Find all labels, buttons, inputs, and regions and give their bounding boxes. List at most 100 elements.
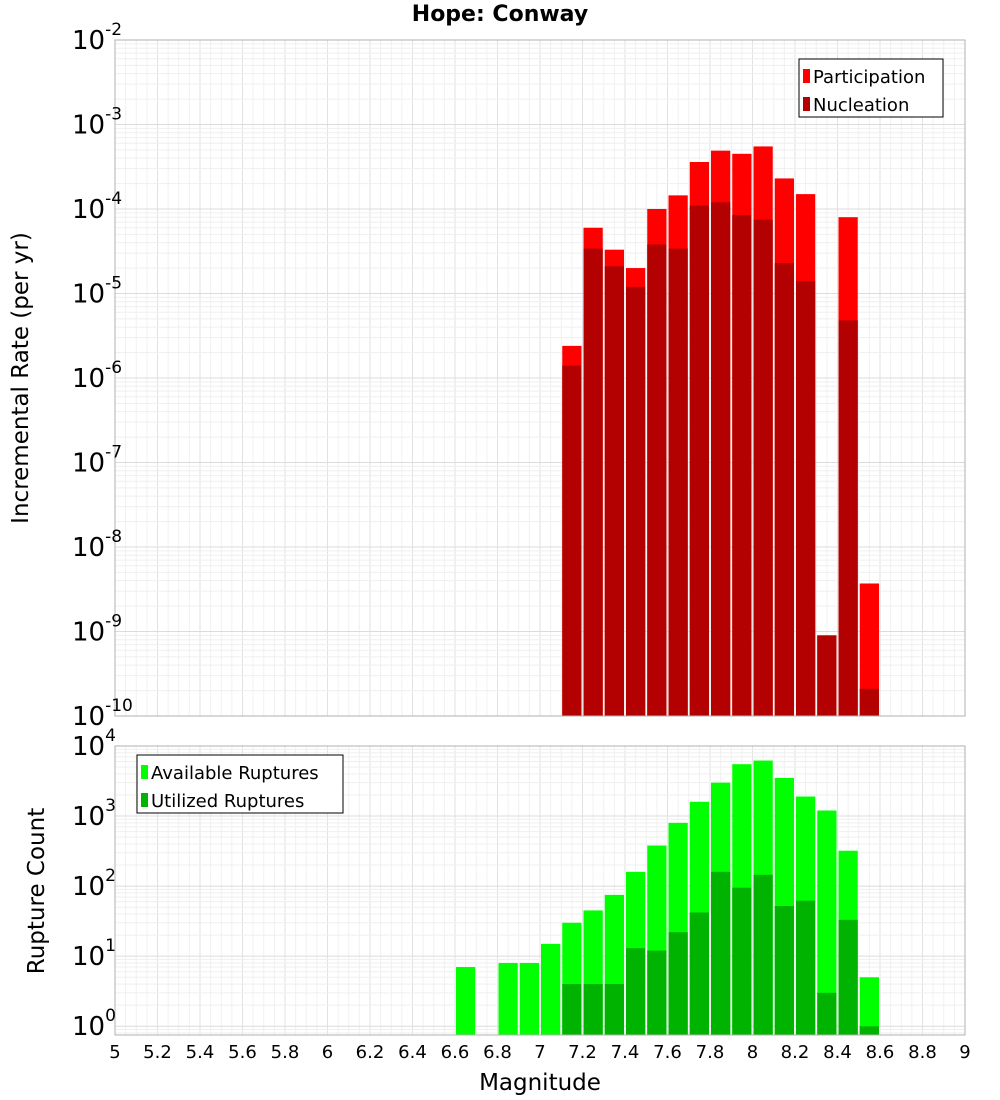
available-ruptures-bar xyxy=(498,962,518,1035)
count-y-tick-label: 100 xyxy=(72,1006,116,1042)
x-tick-label: 5 xyxy=(109,1042,120,1063)
tick-base: 10 xyxy=(72,732,105,762)
utilized-ruptures-bar xyxy=(732,887,752,1035)
tick-base: 10 xyxy=(72,26,105,56)
x-tick-label: 8.2 xyxy=(781,1042,810,1063)
nucleation-bar xyxy=(859,688,879,716)
legend-swatch xyxy=(141,793,148,807)
nucleation-bar xyxy=(668,248,688,716)
x-tick-label: 6.4 xyxy=(398,1042,427,1063)
rate-y-tick-label: 10-9 xyxy=(72,612,122,648)
x-tick-label: 8 xyxy=(747,1042,758,1063)
legend-entry-label: Nucleation xyxy=(813,95,909,116)
legend-entry-label: Participation xyxy=(813,67,925,88)
tick-exponent: -10 xyxy=(105,696,133,716)
rate-y-tick-label: 10-10 xyxy=(72,696,133,732)
participation-bar xyxy=(859,583,879,716)
nucleation-bar xyxy=(583,248,603,716)
tick-exponent: -4 xyxy=(105,189,122,209)
rate-y-tick-label: 10-4 xyxy=(72,189,122,225)
nucleation-bar xyxy=(732,214,752,716)
tick-base: 10 xyxy=(72,111,105,141)
x-tick-label: 5.2 xyxy=(143,1042,172,1063)
x-tick-label: 5.6 xyxy=(228,1042,257,1063)
rate-y-tick-label: 10-8 xyxy=(72,527,122,563)
nucleation-bar xyxy=(753,219,773,717)
tick-exponent: 0 xyxy=(105,1006,116,1026)
nucleation-bar xyxy=(838,320,858,716)
rate-y-tick-label: 10-5 xyxy=(72,274,122,310)
rate-plot-frame xyxy=(114,39,966,717)
legend-swatch xyxy=(803,69,810,83)
count-y-tick-label: 104 xyxy=(72,726,116,762)
utilized-ruptures-bar xyxy=(774,906,794,1035)
legend-box xyxy=(798,58,944,118)
tick-base: 10 xyxy=(72,449,105,479)
tick-base: 10 xyxy=(72,702,105,732)
available-ruptures-bar xyxy=(817,810,837,1035)
x-tick-label: 7.8 xyxy=(696,1042,725,1063)
x-tick-label: 8.4 xyxy=(823,1042,852,1063)
tick-base: 10 xyxy=(72,942,105,972)
tick-exponent: -6 xyxy=(105,358,122,378)
available-ruptures-bar xyxy=(541,943,561,1035)
x-tick-label: 8.6 xyxy=(866,1042,895,1063)
x-tick-label: 7.6 xyxy=(653,1042,682,1063)
nucleation-bar xyxy=(796,281,816,716)
tick-exponent: -7 xyxy=(105,443,122,463)
utilized-ruptures-bar xyxy=(838,919,858,1035)
bottom-y-axis-label: Rupture Count xyxy=(24,808,50,974)
nucleation-bar xyxy=(562,365,582,716)
tick-exponent: 2 xyxy=(105,866,116,886)
x-tick-label: 6.8 xyxy=(483,1042,512,1063)
tick-exponent: -8 xyxy=(105,527,122,547)
available-ruptures-bar xyxy=(519,962,539,1035)
utilized-ruptures-bar xyxy=(817,992,837,1035)
utilized-ruptures-bar xyxy=(796,900,816,1035)
x-tick-label: 8.8 xyxy=(908,1042,937,1063)
tick-exponent: 1 xyxy=(105,936,116,956)
nucleation-bar xyxy=(626,286,646,716)
rate-y-tick-label: 10-2 xyxy=(72,20,122,56)
utilized-ruptures-bar xyxy=(689,912,709,1035)
utilized-ruptures-bar xyxy=(626,948,646,1035)
tick-base: 10 xyxy=(72,280,105,310)
rate-y-tick-label: 10-3 xyxy=(72,105,122,141)
tick-exponent: -9 xyxy=(105,612,122,632)
utilized-ruptures-bar xyxy=(711,871,731,1035)
nucleation-bar xyxy=(647,244,667,716)
tick-base: 10 xyxy=(72,1012,105,1042)
legend-swatch xyxy=(803,97,810,111)
legend-entry-label: Utilized Ruptures xyxy=(151,791,304,812)
nucleation-bar xyxy=(774,262,794,716)
x-tick-label: 5.8 xyxy=(271,1042,300,1063)
x-tick-label: 5.4 xyxy=(186,1042,215,1063)
tick-base: 10 xyxy=(72,618,105,648)
chart-title: Hope: Conway xyxy=(411,2,589,27)
x-tick-label: 6.6 xyxy=(441,1042,470,1063)
tick-base: 10 xyxy=(72,872,105,902)
nucleation-bar xyxy=(817,635,837,716)
tick-exponent: -5 xyxy=(105,274,122,294)
count-y-tick-label: 102 xyxy=(72,866,116,902)
tick-base: 10 xyxy=(72,195,105,225)
count-legend: Available Ruptures Utilized Ruptures xyxy=(136,754,344,814)
utilized-ruptures-bar xyxy=(668,932,688,1035)
tick-base: 10 xyxy=(72,364,105,394)
nucleation-bar xyxy=(711,202,731,716)
utilized-ruptures-bar xyxy=(583,984,603,1035)
legend-box xyxy=(136,754,344,814)
top-y-axis-label: Incremental Rate (per yr) xyxy=(8,232,34,524)
x-tick-label: 7.2 xyxy=(568,1042,597,1063)
tick-exponent: -2 xyxy=(105,20,122,40)
tick-base: 10 xyxy=(72,533,105,563)
count-plot-frame xyxy=(114,745,966,1036)
legend-swatch xyxy=(141,765,148,779)
utilized-ruptures-bar xyxy=(647,950,667,1035)
x-tick-label: 6 xyxy=(322,1042,333,1063)
available-ruptures-bar xyxy=(859,977,879,1035)
nucleation-bar xyxy=(689,205,709,716)
x-tick-label: 6.2 xyxy=(356,1042,385,1063)
